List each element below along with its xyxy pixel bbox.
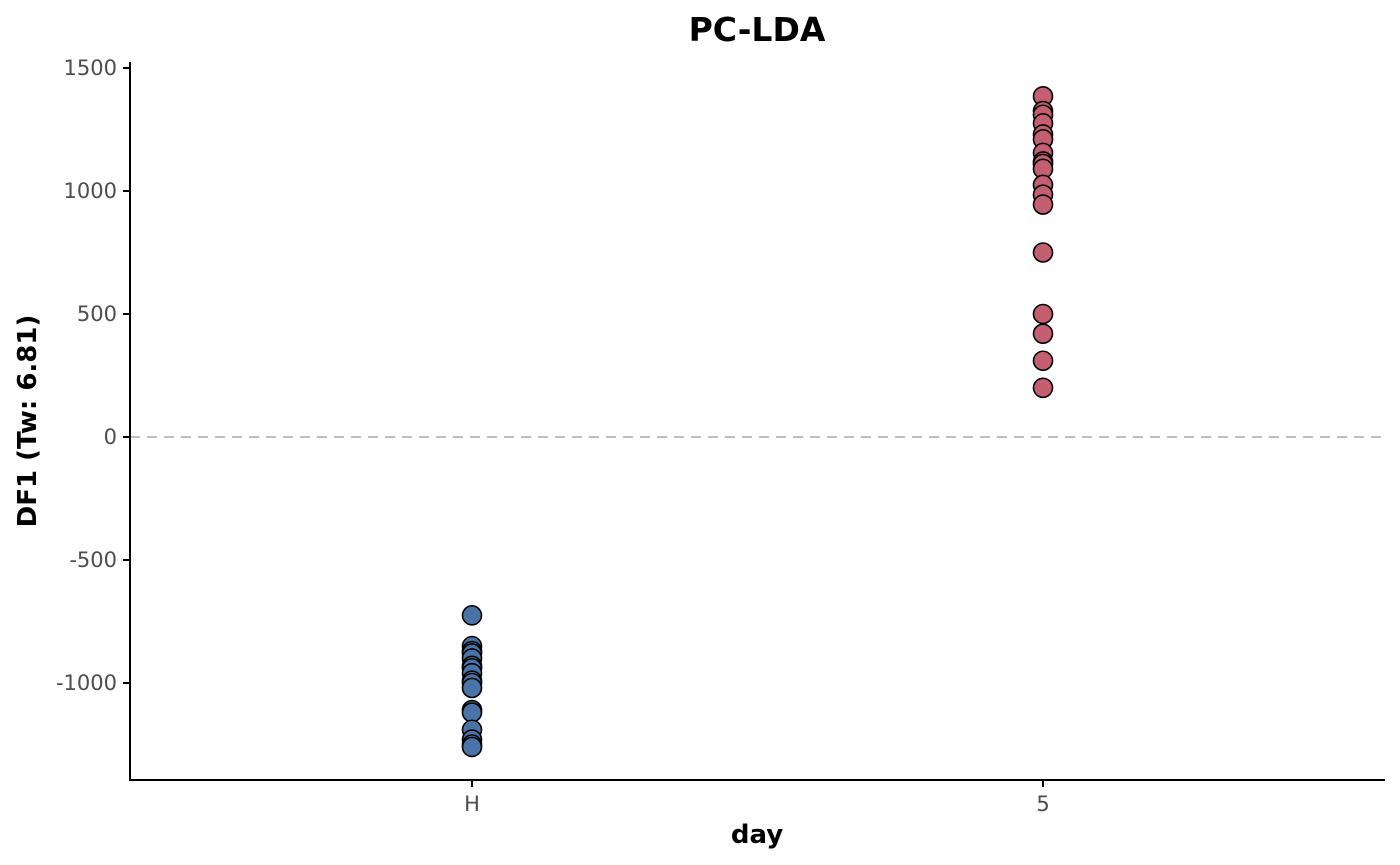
y-axis-title: DF1 (Tw: 6.81) [13,315,43,528]
data-point-day-5 [1032,242,1054,263]
y-tick-label: 1000 [64,179,117,203]
data-point-day-5 [1032,350,1054,372]
y-tick-label: 500 [77,302,117,326]
data-point-day-5 [1032,194,1054,215]
y-tick-label: -500 [69,548,117,572]
data-point-day-5 [1032,323,1054,344]
x-tick-label: H [464,792,480,816]
y-tick-label: 0 [104,425,117,449]
y-tick-label: -1000 [56,671,117,695]
data-point-h [461,702,483,723]
chart-title: PC-LDA [689,10,826,49]
x-tick-label: 5 [1036,792,1049,816]
data-point-day-5 [1032,303,1054,325]
y-ticks: -1000 -500 0 500 1000 1500 [56,56,130,695]
data-point-h [461,736,483,758]
y-tick-label: 1500 [64,56,117,80]
data-point-h [461,677,483,699]
data-points [461,85,1054,758]
data-point-h [461,605,483,626]
data-point-day-5 [1032,377,1054,399]
x-axis-title: day [731,820,783,850]
